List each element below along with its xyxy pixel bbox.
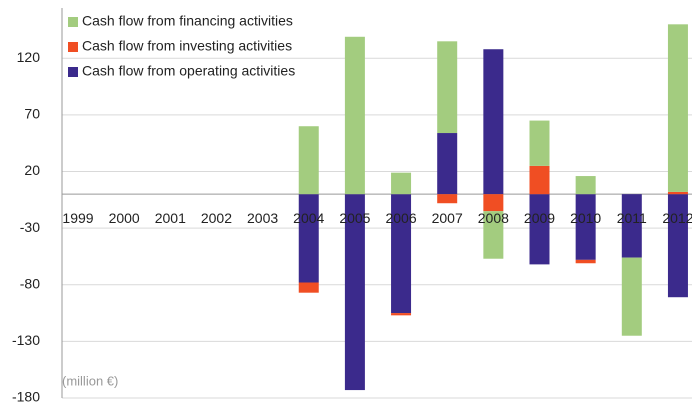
legend-swatch [68,42,78,52]
bar-segment [667,194,688,298]
bar-segment [391,194,412,314]
x-tick-label: 2011 [617,210,647,226]
bar-segment [483,211,504,259]
bar-segment [298,282,319,293]
x-tick-label: 2005 [339,210,370,226]
x-tick-label: 2007 [432,210,463,226]
x-tick-label: 2006 [385,210,416,226]
x-tick-label: 2004 [293,210,324,226]
bar-segment [575,194,596,260]
bar-segment [575,259,596,264]
x-tick-label: 2003 [247,210,278,226]
y-tick-label: 120 [17,49,41,65]
bar-segment [298,194,319,283]
legend-swatch [68,17,78,27]
bar-segment [667,191,688,195]
bar-segment [529,194,550,265]
x-tick-label: 2000 [109,210,140,226]
y-tick-label: -130 [12,332,40,348]
bar-segment [437,41,458,134]
bar-segment [391,313,412,316]
bar-segment [344,194,365,391]
legend-label: Cash flow from financing activities [82,13,293,29]
unit-annotation: (million €) [62,373,118,388]
y-tick-label: -30 [20,219,40,235]
bar-segment [298,126,319,195]
bar-segment [344,36,365,195]
bar-segment [667,24,688,192]
bar-segment [529,165,550,195]
bar-segment [391,172,412,195]
x-tick-label: 1999 [62,210,93,226]
legend-label: Cash flow from operating activities [82,63,295,79]
y-tick-label: 20 [24,162,40,178]
bar-segment [483,194,504,212]
y-tick-label: -180 [12,389,40,405]
legend-label: Cash flow from investing activities [82,38,292,54]
y-tick-label: -80 [20,275,40,291]
x-tick-label: 2008 [478,210,509,226]
bar-segment [437,194,458,204]
x-tick-label: 2012 [662,210,692,226]
x-tick-label: 2010 [570,210,601,226]
bar-segment [575,176,596,195]
legend-swatch [68,67,78,77]
bar-segment [437,133,458,195]
bar-segment [621,194,642,258]
x-tick-label: 2009 [524,210,555,226]
bar-segment [483,49,504,195]
bar-segment [529,120,550,166]
bar-segment [621,257,642,336]
x-tick-label: 2001 [155,210,186,226]
x-tick-label: 2002 [201,210,232,226]
y-tick-label: 70 [24,106,40,122]
